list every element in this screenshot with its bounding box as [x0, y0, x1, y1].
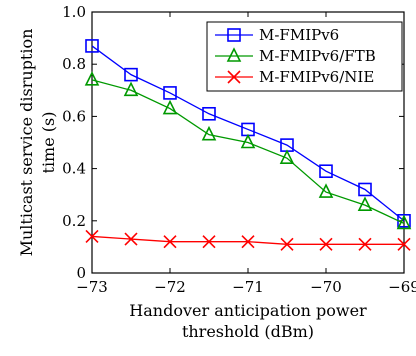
series-group: [84, 39, 412, 251]
data-point-m-fmipv6-ftb: [201, 125, 217, 141]
data-point-m-fmipv6-ftb: [396, 214, 412, 230]
x-tick-label: −70: [310, 278, 342, 296]
y-tick-label: 0.4: [62, 160, 86, 178]
data-point-m-fmipv6-ftb: [84, 71, 100, 86]
series-m-fmipv6: [85, 39, 411, 228]
legend-marker-stroke-b: [227, 70, 241, 84]
data-point-m-fmipv6-ftb: [240, 133, 256, 149]
x-tick-label: −73: [76, 278, 108, 296]
data-point-m-fmipv6-nie-stroke-b: [163, 235, 177, 249]
data-point-m-fmipv6-nie: [358, 237, 372, 251]
data-point-m-fmipv6: [358, 182, 372, 197]
y-tick-label: 0.2: [62, 212, 86, 230]
y-tick-label: 0.6: [62, 107, 86, 125]
series-line-m-fmipv6-nie: [91, 235, 404, 245]
data-point-m-fmipv6-nie-stroke-b: [241, 235, 255, 249]
legend-label: M-FMIPv6/FTB: [259, 47, 376, 65]
data-point-m-fmipv6-nie: [85, 229, 99, 244]
data-point-m-fmipv6: [319, 164, 333, 179]
data-point-m-fmipv6-nie: [280, 237, 294, 251]
data-point-m-fmipv6-nie: [241, 235, 255, 249]
data-point-m-fmipv6-nie-stroke-b: [280, 237, 294, 251]
data-point-m-fmipv6-ftb: [162, 99, 178, 115]
data-point-m-fmipv6-nie: [202, 235, 216, 249]
series-line-m-fmipv6-ftb: [91, 79, 405, 224]
legend-marker: [227, 70, 241, 84]
data-point-m-fmipv6-ftb: [357, 196, 373, 211]
y-tick-label: 1.0: [62, 3, 86, 21]
series-m-fmipv6-ftb: [84, 71, 412, 230]
legend-label: M-FMIPv6: [259, 26, 339, 44]
ticks: −73 −72 −71 −70 −69 0 0.2 0.4 0.6 0.8 1.0: [62, 3, 416, 296]
legend: M-FMIPv6 M-FMIPv6/FTB M-FMIPv6/NIE: [206, 21, 403, 92]
data-point-m-fmipv6-nie-stroke-b: [358, 237, 372, 251]
y-tick-label: 0: [76, 264, 86, 282]
series-line-m-fmipv6: [91, 45, 405, 222]
data-point-m-fmipv6-ftb: [318, 183, 334, 198]
legend-marker: [226, 47, 242, 62]
axis-titles: Handover anticipation power threshold (dB…: [17, 29, 367, 341]
data-point-m-fmipv6-ftb: [123, 81, 139, 97]
data-point-m-fmipv6: [202, 106, 216, 121]
data-point-m-fmipv6-nie-stroke-b: [397, 237, 411, 251]
x-tick-label: −72: [154, 278, 186, 296]
y-axis-title: time (s): [39, 112, 58, 174]
x-tick-label: −71: [232, 278, 264, 296]
x-axis-title: threshold (dBm): [182, 322, 314, 341]
data-point-m-fmipv6-nie-stroke-b: [124, 232, 138, 246]
legend-marker: [227, 28, 241, 42]
data-point-m-fmipv6-nie: [397, 237, 411, 251]
data-point-m-fmipv6-nie-stroke-b: [319, 237, 333, 251]
legend-label: M-FMIPv6/NIE: [259, 68, 374, 86]
data-point-m-fmipv6-nie: [319, 237, 333, 251]
series-m-fmipv6-nie: [85, 229, 411, 251]
data-point-m-fmipv6-ftb: [279, 149, 295, 164]
y-axis-title: Multicast service disruption: [17, 29, 36, 257]
y-tick-label: 0.8: [62, 55, 86, 73]
x-tick-label: −69: [388, 278, 416, 296]
data-point-m-fmipv6: [163, 86, 177, 100]
x-axis-title: Handover anticipation power: [129, 301, 367, 320]
data-point-m-fmipv6-nie-stroke-b: [202, 235, 216, 249]
data-point-m-fmipv6-nie: [163, 235, 177, 249]
data-point-m-fmipv6-nie-stroke-b: [85, 229, 99, 244]
data-point-m-fmipv6: [124, 67, 138, 82]
data-point-m-fmipv6: [85, 39, 99, 53]
data-point-m-fmipv6-nie: [124, 232, 138, 246]
